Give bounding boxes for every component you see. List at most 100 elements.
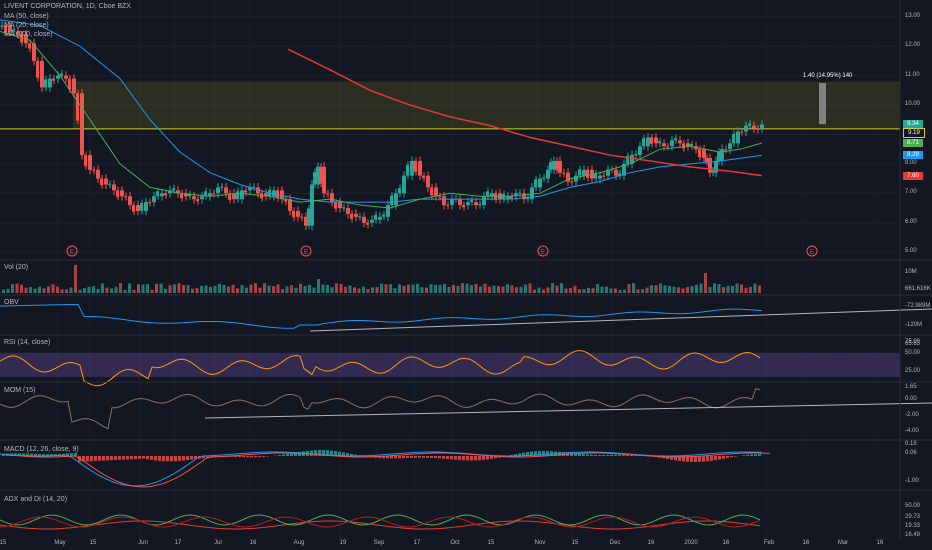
volume-bar xyxy=(326,284,329,293)
pane-title-rsi[interactable]: RSI (14, close) xyxy=(4,339,51,346)
macd-histogram-bar xyxy=(682,456,685,462)
time-tick-label: Feb xyxy=(763,540,775,546)
candle-body xyxy=(728,143,732,150)
candle-body xyxy=(650,137,653,144)
pane-title-adx[interactable]: ADX and DI (14, 20) xyxy=(4,496,68,503)
volume-bar xyxy=(236,288,239,293)
volume-bar xyxy=(551,283,554,293)
volume-bar xyxy=(510,285,514,293)
earnings-marker xyxy=(537,245,549,257)
candle-body xyxy=(406,164,409,176)
candle-body xyxy=(164,193,167,196)
volume-bar xyxy=(425,287,428,293)
macd-histogram-bar xyxy=(466,456,469,461)
pane-title-volume[interactable]: Vol (20) xyxy=(4,264,29,271)
candle-body xyxy=(108,183,111,185)
volume-bar xyxy=(740,284,743,293)
candle-body xyxy=(682,143,685,149)
macd-histogram-bar xyxy=(418,456,421,458)
legend-ma50[interactable]: MA (50, close) xyxy=(4,13,49,20)
candle-body xyxy=(8,25,12,32)
candle-body xyxy=(522,193,526,200)
candle-body xyxy=(462,205,465,208)
candle-body xyxy=(570,181,573,183)
volume-bar xyxy=(546,287,550,293)
volume-bar xyxy=(11,284,14,293)
candle-body xyxy=(176,190,180,194)
candle-body xyxy=(482,196,486,206)
candle-body xyxy=(224,187,228,194)
candle-body xyxy=(426,175,430,188)
volume-tick-label: 661.616K xyxy=(905,286,931,292)
volume-bar xyxy=(758,285,761,293)
candle-body xyxy=(410,160,414,176)
candle-body xyxy=(642,138,645,147)
macd-histogram-bar xyxy=(14,453,17,456)
candle-body xyxy=(188,194,191,197)
obv-line xyxy=(0,303,763,329)
candle-body xyxy=(598,175,602,179)
volume-bar xyxy=(492,285,496,293)
candle-body xyxy=(354,213,358,217)
volume-bar xyxy=(542,289,545,293)
candle-body xyxy=(760,124,764,129)
macd-histogram-bar xyxy=(238,456,241,458)
volume-bar xyxy=(119,283,122,293)
volume-bar xyxy=(213,285,217,293)
candle-body xyxy=(526,196,529,200)
volume-bar xyxy=(573,285,577,293)
candle-body xyxy=(490,193,494,197)
candle-body xyxy=(296,210,300,217)
volume-bar xyxy=(96,288,100,293)
indicator-panes xyxy=(0,265,900,530)
earnings-marker-label: E xyxy=(810,250,814,256)
volume-bar xyxy=(299,283,302,293)
candle-body xyxy=(705,158,708,162)
volume-bar xyxy=(105,287,109,293)
obv-tick-label: -72.989M xyxy=(905,303,931,309)
candle-body xyxy=(686,143,690,147)
volume-bar xyxy=(344,286,347,293)
volume-bar xyxy=(744,287,748,293)
candle-body xyxy=(549,161,552,170)
legend-ma20[interactable]: MA (20, close) xyxy=(4,22,49,29)
candle-body xyxy=(510,196,513,199)
price-tag: 9.34 xyxy=(903,120,923,129)
candle-body xyxy=(72,78,76,94)
pane-title-mom[interactable]: MOM (15) xyxy=(4,387,36,394)
volume-bar xyxy=(227,286,230,293)
candle-body xyxy=(358,216,361,218)
volume-bar xyxy=(195,287,199,293)
candle-body xyxy=(12,29,15,32)
macd-histogram-bar xyxy=(254,456,257,458)
macd-histogram-bar xyxy=(30,453,33,456)
volume-bar xyxy=(663,285,667,293)
ma50-line xyxy=(0,19,763,203)
pane-title-macd[interactable]: MACD (12, 26, close, 9) xyxy=(4,446,79,453)
pane-title-obv[interactable]: OBV xyxy=(4,299,19,306)
volume-bar xyxy=(69,287,73,293)
candle-body xyxy=(48,78,52,88)
macd-histogram-bar xyxy=(86,456,89,462)
candle-body xyxy=(319,166,322,184)
candle-body xyxy=(36,60,39,78)
macd-histogram-bar xyxy=(706,456,709,462)
macd-histogram-bar xyxy=(722,456,725,459)
macd-histogram-bar xyxy=(190,456,193,460)
chart-title: LIVENT CORPORATION, 1D, Cboe BZX xyxy=(4,3,131,10)
trend-lines[interactable] xyxy=(204,308,932,419)
macd-histogram-bar xyxy=(454,456,457,460)
macd-histogram-bar xyxy=(98,456,101,461)
legend-ma200[interactable]: MA (200, close) xyxy=(4,31,53,38)
candle-body xyxy=(478,204,481,206)
candle-body xyxy=(310,184,314,226)
macd-histogram-bar xyxy=(318,450,321,456)
candle-body xyxy=(212,193,215,195)
candle-body xyxy=(132,205,135,212)
volume-bar xyxy=(708,286,712,293)
volume-bar xyxy=(123,289,127,293)
measure-label: 1.40 (14.95%) 140 xyxy=(803,73,853,79)
